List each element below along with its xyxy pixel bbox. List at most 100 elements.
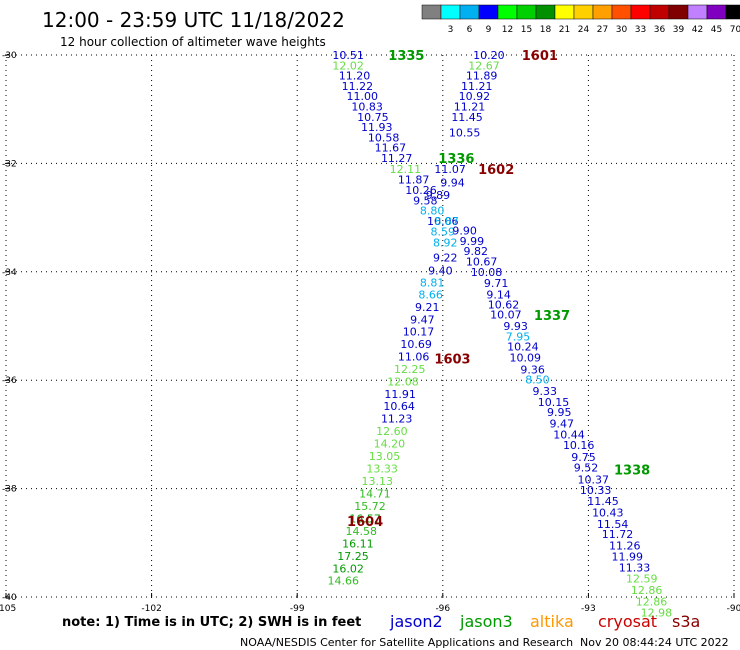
pass-time-label: 1603	[434, 353, 470, 368]
wave-height-value: 12.08	[387, 375, 419, 388]
wave-height-value: 11.91	[384, 388, 416, 401]
pass-time-label: 1335	[388, 49, 424, 64]
scale-label: 9	[486, 25, 492, 35]
wave-height-value: 11.67	[375, 142, 407, 155]
wave-height-value: 11.23	[381, 413, 413, 426]
scale-swatch	[497, 4, 518, 20]
wave-height-value: 10.43	[592, 506, 624, 519]
scale-label: 45	[711, 25, 722, 35]
wave-height-value: 10.64	[383, 400, 415, 413]
legend-jason2: jason2	[389, 612, 443, 631]
wave-height-value: 8.80	[420, 205, 445, 218]
wave-height-value: 10.37	[578, 473, 610, 486]
wave-height-value: 12.60	[376, 425, 408, 438]
wave-height-value: 10.26	[405, 184, 437, 197]
scale-label: 42	[692, 25, 703, 35]
scale-swatch	[649, 4, 670, 20]
wave-height-value: 9.95	[547, 406, 572, 419]
x-tick-label: -102	[141, 604, 161, 614]
wave-height-value: 10.62	[488, 298, 520, 311]
wave-height-value: 10.44	[553, 428, 585, 441]
y-tick-label: -40	[2, 593, 17, 603]
wave-height-value: 10.69	[400, 338, 432, 351]
wave-height-value: 11.21	[454, 100, 486, 113]
wave-height-value: 14.71	[359, 487, 391, 500]
wave-height-value: 10.55	[449, 127, 481, 140]
wave-height-value: 13.13	[362, 475, 394, 488]
scale-swatch	[611, 4, 632, 20]
satellite-legend: jason2 jason3 altika cryosat s3a	[389, 612, 700, 631]
wave-height-value: 10.08	[471, 266, 503, 279]
wave-height-value: 9.99	[460, 235, 485, 248]
legend-cryosat: cryosat	[598, 612, 657, 631]
pass-time-label: 1601	[522, 49, 558, 64]
pass-time-labels: 1335 1336 1337 1338 1601 1602 1603 1604	[347, 49, 650, 530]
wave-height-value: 9.82	[464, 245, 489, 258]
wave-height-value: 11.27	[381, 152, 413, 165]
wave-height-value: 15.72	[354, 500, 386, 513]
scale-swatch	[706, 4, 727, 20]
wave-height-value: 10.24	[507, 341, 539, 354]
wave-height-value: 10.09	[510, 351, 542, 364]
wave-height-points: 10.5112.0211.2011.2211.0010.8310.7511.93…	[328, 49, 673, 620]
pass-time-label: 1338	[614, 464, 650, 479]
scale-label: 33	[635, 25, 646, 35]
scale-swatch	[573, 4, 594, 20]
scale-swatch	[459, 4, 480, 20]
wave-height-value: 16.02	[332, 562, 364, 575]
wave-height-value: 10.07	[490, 309, 522, 322]
scale-label: 39	[673, 25, 685, 35]
scale-label: 36	[654, 25, 666, 35]
wave-height-value: 9.22	[433, 252, 458, 265]
wave-height-value: 9.47	[549, 418, 574, 431]
wave-height-value: 8.81	[420, 277, 445, 290]
scale-swatch	[554, 4, 575, 20]
wave-height-value: 7.95	[506, 330, 531, 343]
wave-height-value: 11.45	[451, 111, 483, 124]
wave-height-value: 9.90	[452, 225, 477, 238]
x-tick-label: -96	[435, 604, 450, 614]
scale-label: 6	[467, 25, 473, 35]
wave-height-value: 10.06	[427, 215, 459, 228]
wave-height-value: 11.22	[342, 80, 374, 93]
legend-jason3: jason3	[459, 612, 513, 631]
x-tick-label: -93	[581, 604, 596, 614]
scale-swatch	[592, 4, 613, 20]
scale-swatch	[725, 4, 740, 20]
credit-line: NOAA/NESDIS Center for Satellite Applica…	[240, 636, 573, 649]
wave-height-value: 11.21	[461, 80, 493, 93]
pass-time-label: 1336	[438, 152, 474, 167]
wave-height-value: 12.59	[626, 573, 658, 586]
wave-height-value: 10.58	[368, 131, 400, 144]
wave-height-value: 11.45	[587, 495, 619, 508]
legend-altika: altika	[530, 612, 574, 631]
scale-swatch	[516, 4, 537, 20]
wave-height-value: 11.54	[597, 518, 629, 531]
scale-swatch	[630, 4, 651, 20]
scale-swatch	[687, 4, 708, 20]
scale-label: 27	[597, 25, 608, 35]
x-tick-label: -105	[0, 604, 16, 614]
wave-height-value: 11.07	[434, 163, 466, 176]
wave-height-value: 10.20	[473, 49, 505, 62]
wave-height-value: 12.02	[332, 59, 364, 72]
scale-label: 21	[559, 25, 570, 35]
pass-time-label: 1602	[478, 163, 514, 178]
legend-s3a: s3a	[672, 612, 700, 631]
x-axis-ticks: -105 -102 -99 -96 -93 -90	[0, 604, 740, 614]
wave-height-value: 14.66	[328, 575, 360, 588]
wave-height-value: 14.58	[346, 525, 378, 538]
y-tick-label: -30	[2, 51, 17, 61]
y-tick-label: -38	[2, 485, 17, 495]
wave-height-value: 11.26	[609, 540, 641, 553]
wave-height-value: 9.33	[532, 385, 557, 398]
page-title: 12:00 - 23:59 UTC 11/18/2022	[42, 8, 345, 32]
wave-height-value: 12.11	[390, 163, 422, 176]
y-tick-label: -36	[2, 376, 17, 386]
wave-height-value: 8.92	[433, 237, 458, 250]
scale-swatch	[421, 4, 442, 20]
wave-height-value: 9.58	[413, 194, 438, 207]
wave-height-value: 8.87	[434, 215, 459, 228]
wave-height-value: 9.14	[486, 289, 511, 302]
grid-lines	[5, 54, 735, 598]
